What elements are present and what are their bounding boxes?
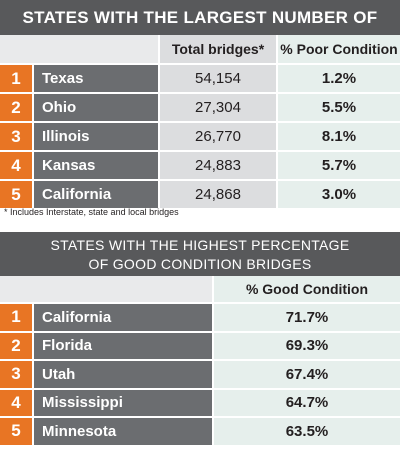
state-name: Minnesota — [32, 418, 212, 445]
table-header: Total bridges* % Poor Condition — [0, 35, 400, 63]
total-bridges-value: 27,304 — [158, 94, 276, 121]
rank-badge: 4 — [0, 389, 32, 416]
state-name: Illinois — [32, 123, 158, 150]
good-condition-value: 69.3% — [212, 332, 400, 359]
footnote: * Includes Interstate, state and local b… — [4, 207, 179, 217]
state-name: Mississippi — [32, 389, 212, 416]
rank-badge: 3 — [0, 361, 32, 388]
good-condition-table: STATES WITH THE HIGHEST PERCENTAGE OF GO… — [0, 232, 400, 445]
title-line-1: STATES WITH THE HIGHEST PERCENTAGE — [50, 237, 350, 253]
header-blank — [0, 276, 212, 302]
rank-badge: 5 — [0, 181, 32, 208]
table-row: 3 Illinois 26,770 8.1% — [0, 121, 400, 150]
rank-badge: 5 — [0, 418, 32, 445]
poor-condition-value: 8.1% — [276, 123, 400, 150]
largest-bridges-table: STATES WITH THE LARGEST NUMBER OF BRIDGE… — [0, 0, 400, 208]
table-row: 5 California 24,868 3.0% — [0, 179, 400, 208]
state-name: Kansas — [32, 152, 158, 179]
state-name: Utah — [32, 361, 212, 388]
poor-condition-value: 1.2% — [276, 65, 400, 92]
state-name: California — [32, 304, 212, 331]
state-name: California — [32, 181, 158, 208]
table-row: 2 Ohio 27,304 5.5% — [0, 92, 400, 121]
header-blank — [0, 35, 158, 63]
total-bridges-value: 54,154 — [158, 65, 276, 92]
table-row: 1 Texas 54,154 1.2% — [0, 63, 400, 92]
table-header: % Good Condition — [0, 276, 400, 302]
table-title: STATES WITH THE HIGHEST PERCENTAGE OF GO… — [0, 232, 400, 276]
rank-badge: 3 — [0, 123, 32, 150]
table-row: 5 Minnesota 63.5% — [0, 416, 400, 445]
state-name: Texas — [32, 65, 158, 92]
total-bridges-value: 24,883 — [158, 152, 276, 179]
rank-badge: 4 — [0, 152, 32, 179]
state-name: Ohio — [32, 94, 158, 121]
table-title: STATES WITH THE LARGEST NUMBER OF BRIDGE… — [0, 0, 400, 62]
table-row: 3 Utah 67.4% — [0, 359, 400, 388]
total-bridges-value: 26,770 — [158, 123, 276, 150]
table-row: 2 Florida 69.3% — [0, 330, 400, 359]
title-line-2: OF GOOD CONDITION BRIDGES — [88, 256, 312, 272]
rank-badge: 1 — [0, 304, 32, 331]
poor-condition-value: 5.7% — [276, 152, 400, 179]
rank-badge: 1 — [0, 65, 32, 92]
poor-condition-value: 3.0% — [276, 181, 400, 208]
table-row: 1 California 71.7% — [0, 302, 400, 331]
column-header-total: Total bridges* — [158, 35, 276, 63]
state-name: Florida — [32, 332, 212, 359]
rank-badge: 2 — [0, 94, 32, 121]
good-condition-value: 63.5% — [212, 418, 400, 445]
good-condition-value: 71.7% — [212, 304, 400, 331]
good-condition-value: 67.4% — [212, 361, 400, 388]
table-row: 4 Kansas 24,883 5.7% — [0, 150, 400, 179]
column-header-good: % Good Condition — [212, 276, 400, 302]
good-condition-value: 64.7% — [212, 389, 400, 416]
table-row: 4 Mississippi 64.7% — [0, 387, 400, 416]
column-header-poor: % Poor Condition — [276, 35, 400, 63]
rank-badge: 2 — [0, 332, 32, 359]
poor-condition-value: 5.5% — [276, 94, 400, 121]
total-bridges-value: 24,868 — [158, 181, 276, 208]
